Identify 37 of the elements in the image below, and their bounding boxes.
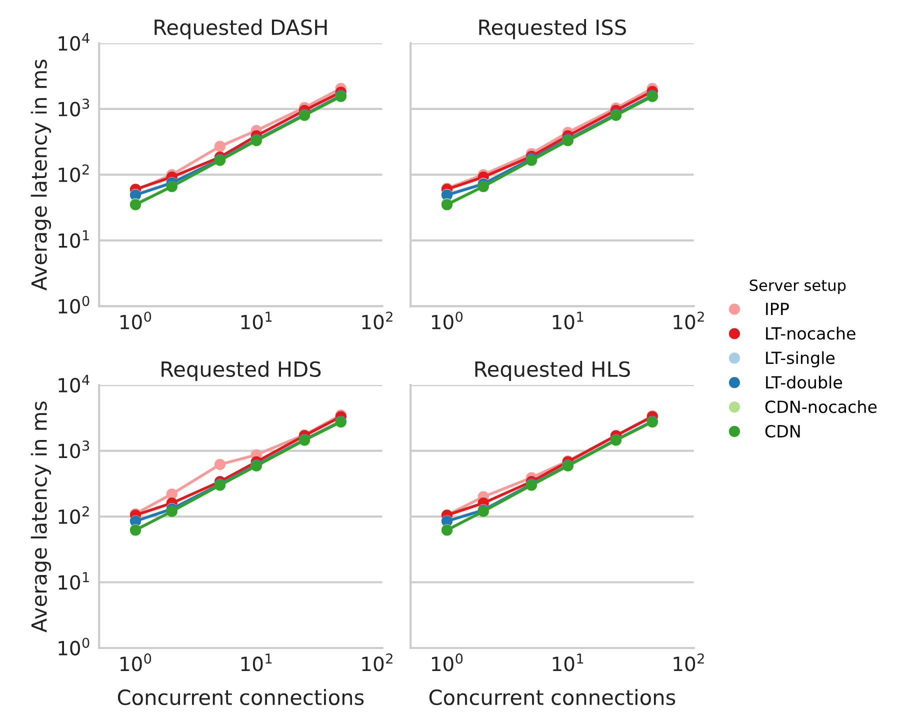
x-tick-label: 10$^{0}$ <box>120 312 152 330</box>
legend-label: CDN-nocache <box>765 400 877 414</box>
legend-label: LT-double <box>766 376 842 389</box>
y-tick-label: 10$^{2}$ <box>58 164 89 182</box>
y-axis-title: Average latency in ms <box>30 401 51 632</box>
chart-title: Requested HLS <box>475 360 630 382</box>
x-tick-label: 10$^{2}$ <box>362 653 392 672</box>
chart-title: Requested HDS <box>162 360 321 382</box>
y-tick-label: 10$^{1}$ <box>58 230 89 248</box>
y-tick-label: 10$^{2}$ <box>58 506 89 524</box>
y-tick-label: 10$^{0}$ <box>58 638 90 656</box>
x-tick-label: 10$^{2}$ <box>674 312 704 330</box>
y-tick-label: 10$^{3}$ <box>58 98 90 116</box>
x-axis-title: Concurrent connections <box>429 689 676 706</box>
y-tick-label: 10$^{0}$ <box>58 296 90 314</box>
legend-label: CDN <box>765 424 800 438</box>
x-tick-label: 10$^{0}$ <box>432 653 463 672</box>
y-tick-label: 10$^{4}$ <box>58 33 90 51</box>
legend-label: LT-nocache <box>766 326 856 340</box>
chart-title: Requested DASH <box>154 19 327 40</box>
y-tick-label: 10$^{3}$ <box>58 440 90 458</box>
x-axis-title: Concurrent connections <box>118 689 364 706</box>
y-axis-title: Average latency in ms <box>30 60 51 291</box>
y-tick-label: 10$^{1}$ <box>58 572 89 590</box>
legend-label: IPP <box>766 302 789 315</box>
x-tick-label: 10$^{1}$ <box>552 312 584 330</box>
x-tick-label: 10$^{0}$ <box>432 312 463 330</box>
x-tick-label: 10$^{1}$ <box>241 312 272 330</box>
legend-title: Server setup <box>750 279 846 294</box>
x-tick-label: 10$^{1}$ <box>241 654 272 672</box>
chart-title: Requested ISS <box>479 19 626 40</box>
y-tick-label: 10$^{4}$ <box>58 374 90 393</box>
x-tick-label: 10$^{1}$ <box>552 654 584 672</box>
x-tick-label: 10$^{0}$ <box>120 653 152 672</box>
x-tick-label: 10$^{2}$ <box>674 653 704 672</box>
x-tick-label: 10$^{2}$ <box>362 312 392 330</box>
legend-label: LT-single <box>766 351 835 368</box>
